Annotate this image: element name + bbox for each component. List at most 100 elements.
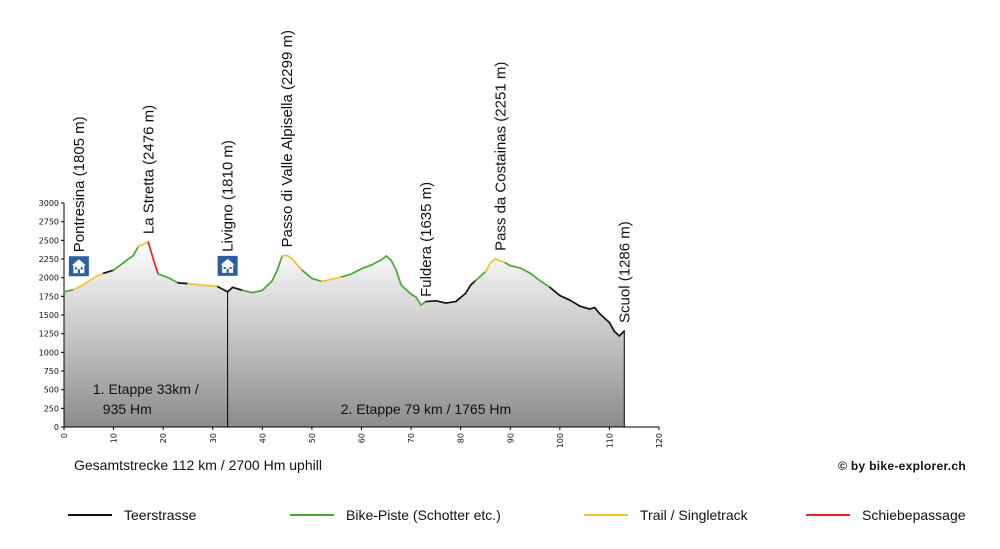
profile-segment bbox=[549, 286, 561, 297]
profile-segment bbox=[380, 255, 388, 261]
profile-segment bbox=[340, 273, 353, 278]
hotel-icon-window bbox=[229, 266, 232, 270]
profile-segment bbox=[157, 273, 169, 279]
hotel-icon-door bbox=[77, 269, 80, 274]
waypoint-label: Livigno (1810 m) bbox=[220, 140, 237, 252]
profile-segment bbox=[608, 321, 616, 333]
profile-segment bbox=[494, 258, 507, 264]
elevation-fill bbox=[64, 242, 625, 427]
profile-segment bbox=[147, 241, 155, 260]
y-tick-label: 2250 bbox=[39, 255, 59, 264]
profile-segment bbox=[425, 299, 437, 303]
profile-segment bbox=[509, 264, 522, 269]
credit-text: © by bike-explorer.ch bbox=[838, 459, 966, 473]
y-tick-label: 0 bbox=[54, 423, 59, 432]
total-distance-summary: Gesamtstrecke 112 km / 2700 Hm uphill bbox=[74, 457, 322, 473]
profile-segment bbox=[251, 289, 264, 294]
legend-label-bike: Bike-Piste (Schotter etc.) bbox=[346, 507, 501, 523]
profile-segment bbox=[177, 282, 189, 285]
profile-segment bbox=[286, 254, 293, 260]
legend-item-bike: Bike-Piste (Schotter etc.) bbox=[290, 507, 501, 523]
profile-segment bbox=[301, 269, 313, 280]
profile-segment bbox=[558, 294, 571, 301]
hotel-icon-window bbox=[223, 266, 226, 270]
profile-segment bbox=[410, 293, 417, 298]
profile-segment bbox=[420, 300, 427, 306]
profile-lines bbox=[63, 241, 626, 337]
hotel-icon-window bbox=[80, 267, 83, 270]
x-tick-label: 10 bbox=[110, 433, 119, 443]
y-tick-label: 2500 bbox=[39, 236, 59, 245]
y-tick-label: 500 bbox=[44, 386, 59, 395]
profile-segment bbox=[578, 305, 591, 310]
profile-segment bbox=[102, 269, 115, 275]
profile-segment bbox=[187, 282, 204, 286]
y-tick-label: 3000 bbox=[39, 199, 59, 208]
profile-segment bbox=[350, 267, 363, 275]
x-tick-label: 90 bbox=[506, 433, 515, 443]
axes: 0250500750100012501500175020002250250027… bbox=[39, 199, 664, 448]
legend-item-trail: Trail / Singletrack bbox=[584, 507, 748, 523]
x-tick-label: 30 bbox=[209, 433, 218, 443]
profile-segment bbox=[504, 261, 512, 267]
x-tick-label: 20 bbox=[159, 433, 168, 443]
legend-item-push: Schiebepassage bbox=[806, 507, 966, 523]
y-tick-label: 1000 bbox=[39, 348, 59, 357]
profile-segment bbox=[360, 264, 373, 270]
y-tick-label: 250 bbox=[44, 404, 59, 413]
profile-segment bbox=[82, 276, 95, 286]
profile-segment bbox=[464, 284, 472, 295]
profile-segment bbox=[454, 292, 467, 303]
profile-segment bbox=[63, 288, 75, 293]
profile-segment bbox=[112, 261, 125, 272]
profile-segment bbox=[92, 272, 105, 279]
profile-segment bbox=[435, 299, 447, 304]
legend-label-road: Teerstrasse bbox=[124, 507, 197, 523]
y-tick-label: 1500 bbox=[39, 311, 59, 320]
legend-label-trail: Trail / Singletrack bbox=[640, 507, 748, 523]
profile-segment bbox=[400, 284, 412, 295]
x-tick-label: 110 bbox=[605, 433, 614, 448]
profile-segment bbox=[276, 255, 284, 272]
profile-segment bbox=[390, 259, 398, 272]
profile-segment bbox=[216, 285, 229, 293]
profile-segment bbox=[370, 258, 383, 266]
waypoint-labels: Pontresina (1805 m) La Stretta (2476 m) Li… bbox=[71, 30, 633, 323]
hotel-icon-door bbox=[226, 268, 229, 273]
x-tick-label: 0 bbox=[60, 433, 69, 438]
x-tick-label: 120 bbox=[655, 433, 664, 448]
legend: Teerstrasse Bike-Piste (Schotter etc.) T… bbox=[0, 507, 1000, 527]
profile-segment bbox=[152, 258, 160, 275]
profile-segment bbox=[598, 312, 611, 324]
profile-segment bbox=[73, 283, 85, 291]
hotel-icon-window bbox=[74, 267, 78, 270]
legend-swatch-bike bbox=[290, 514, 334, 516]
x-tick-label: 80 bbox=[457, 433, 466, 443]
profile-segment bbox=[122, 254, 135, 264]
hotel-icon-roof bbox=[71, 259, 86, 266]
profile-segment bbox=[201, 284, 214, 287]
x-tick-label: 50 bbox=[308, 433, 317, 443]
stage-labels: 1. Etappe 33km / 935 Hm 2. Etappe 79 km / … bbox=[93, 381, 511, 417]
legend-swatch-push bbox=[806, 514, 850, 516]
hotel-icon bbox=[217, 255, 238, 276]
profile-segment bbox=[474, 270, 487, 282]
profile-segment bbox=[539, 279, 551, 289]
profile-segment bbox=[588, 306, 596, 310]
waypoint-label: La Stretta (2476 m) bbox=[140, 105, 157, 234]
profile-segment bbox=[320, 278, 333, 283]
x-tick-label: 40 bbox=[258, 433, 267, 443]
legend-label-push: Schiebepassage bbox=[862, 507, 966, 523]
elevation-area bbox=[64, 242, 625, 427]
stage-1-label-line1: 1. Etappe 33km / bbox=[93, 381, 199, 397]
y-tick-label: 2750 bbox=[39, 218, 59, 227]
profile-segment bbox=[385, 255, 393, 262]
profile-segment bbox=[529, 272, 541, 282]
profile-segment bbox=[484, 261, 492, 273]
waypoint-label: Fuldera (1635 m) bbox=[418, 182, 435, 297]
x-tick-label: 60 bbox=[358, 433, 367, 443]
profile-segment bbox=[568, 299, 581, 307]
profile-segment bbox=[489, 258, 497, 264]
profile-segment bbox=[167, 276, 179, 284]
profile-segment bbox=[261, 279, 274, 292]
